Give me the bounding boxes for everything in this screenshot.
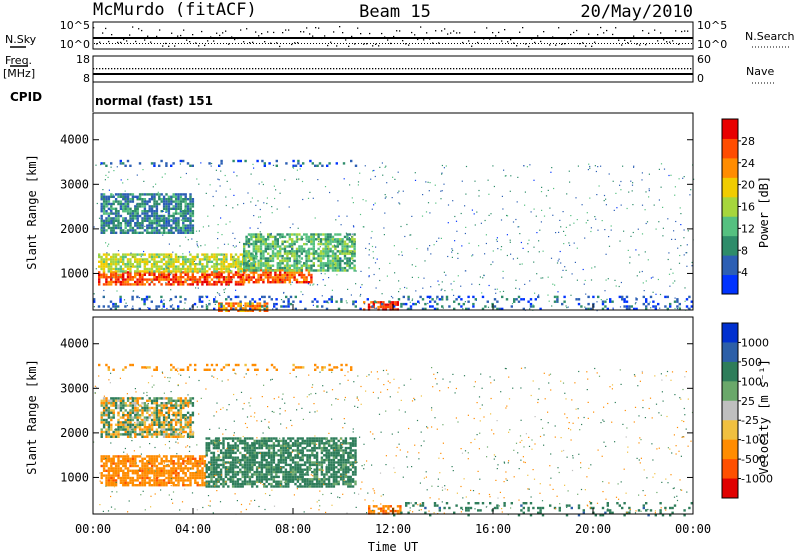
power-region — [100, 159, 358, 167]
x-tick-label: 08:00 — [275, 522, 311, 536]
velocity-y-label: Slant Range [km] — [25, 359, 39, 475]
power-colorbar-tick-label: 8 — [741, 244, 748, 257]
cpid-label: CPID — [10, 90, 42, 104]
nsky-label: N.Sky — [5, 33, 37, 46]
power-region — [218, 302, 269, 312]
power-region — [93, 295, 693, 311]
power-region — [98, 253, 257, 273]
station-title: McMurdo (fitACF) — [93, 0, 257, 20]
velocity-colorbar-tick-label: -500 — [741, 453, 766, 466]
freq-tick-bottom: 8 — [83, 72, 90, 85]
freq-tick-top: 18 — [76, 53, 90, 66]
cpid-panel: CPID normal (fast) 151 — [10, 82, 213, 112]
power-colorbar: 4 8 12 16 20 24 28 Power [dB] — [721, 118, 771, 295]
velocity-region — [205, 437, 357, 488]
power-colorbar-swatch — [722, 196, 738, 217]
power-y-tick-label: 2000 — [60, 222, 89, 236]
power-panel: 1000 2000 3000 4000 Slant Range [km] — [25, 112, 695, 312]
time-x-axis: 00:00 04:00 08:00 12:00 16:00 20:00 00:00 — [75, 304, 711, 536]
velocity-y-axis: 1000 2000 3000 4000 — [60, 337, 693, 484]
power-colorbar-tick-label: 20 — [741, 179, 755, 192]
velocity-region — [98, 363, 353, 371]
velocity-region — [100, 397, 195, 438]
power-colorbar-tick-label: 16 — [741, 201, 755, 214]
power-colorbar-swatch — [722, 255, 738, 276]
velocity-colorbar-tick-label: 100 — [741, 375, 762, 388]
power-colorbar-swatch — [722, 119, 738, 139]
velocity-y-tick-label: 3000 — [60, 381, 89, 395]
beam-title: Beam 15 — [359, 2, 431, 22]
nsky-panel: N.Sky 10^5 10^0 10^5 10^0 N.Search — [5, 19, 795, 51]
freq-label-line1: Freq. — [5, 54, 32, 67]
power-colorbar-tick-label: 28 — [741, 135, 755, 148]
freq-label-line2: [MHz] — [3, 67, 35, 80]
power-y-tick-label: 4000 — [60, 133, 89, 147]
velocity-colorbar-tick-label: 1000 — [741, 336, 769, 349]
power-y-tick-label: 1000 — [60, 266, 89, 280]
velocity-colorbar: 1000 500 100 25 -25 -100 -500 -1000 Velocity [m… — [721, 322, 773, 499]
velocity-colorbar-tick-label: -25 — [741, 414, 759, 427]
nsearch-tick-bottom: 10^0 — [697, 38, 727, 51]
velocity-colorbar-tick-label: -1000 — [741, 473, 773, 486]
nsky-tick-top: 10^5 — [60, 19, 90, 32]
power-scatter — [93, 159, 695, 312]
power-y-axis: 1000 2000 3000 4000 — [60, 133, 693, 280]
velocity-scatter — [93, 363, 694, 517]
velocity-y-tick-label: 4000 — [60, 337, 89, 351]
power-colorbar-tick-label: 12 — [741, 222, 755, 235]
nsearch-label: N.Search — [745, 30, 795, 43]
velocity-colorbar-swatch — [722, 459, 738, 480]
x-tick-label: 16:00 — [475, 522, 511, 536]
power-colorbar-tick-label: 24 — [741, 157, 755, 170]
velocity-region — [393, 502, 693, 517]
velocity-y-tick-label: 2000 — [60, 426, 89, 440]
velocity-colorbar-swatch — [722, 400, 738, 421]
velocity-colorbar-swatch — [722, 381, 738, 402]
power-y-label: Slant Range [km] — [25, 154, 39, 270]
velocity-colorbar-swatch — [722, 478, 738, 499]
power-region — [243, 233, 356, 272]
power-colorbar-tick-label: 4 — [741, 266, 748, 279]
x-tick-label: 20:00 — [575, 522, 611, 536]
velocity-colorbar-swatch — [722, 439, 738, 460]
nave-label: Nave — [746, 65, 774, 78]
velocity-colorbar-swatch — [722, 361, 738, 382]
velocity-region — [100, 455, 207, 487]
power-y-tick-label: 3000 — [60, 177, 89, 191]
x-axis-label: Time UT — [368, 540, 419, 554]
x-tick-label: 04:00 — [175, 522, 211, 536]
velocity-y-tick-label: 1000 — [60, 470, 89, 484]
nsky-trace — [93, 26, 693, 48]
velocity-colorbar-swatch — [722, 420, 738, 441]
power-colorbar-label: Power [dB] — [757, 176, 771, 248]
date-title: 20/May/2010 — [580, 2, 693, 22]
x-tick-label: 12:00 — [375, 522, 411, 536]
nave-tick-top: 60 — [697, 53, 711, 66]
power-region — [100, 193, 195, 234]
velocity-sparse-echoes — [93, 366, 694, 516]
power-colorbar-swatch — [722, 177, 738, 198]
nave-tick-bottom: 0 — [697, 72, 704, 85]
velocity-panel: 1000 2000 3000 4000 Slant Range [km] — [25, 316, 694, 517]
power-colorbar-swatch — [722, 274, 738, 295]
freq-trace — [93, 68, 693, 75]
velocity-colorbar-swatch — [722, 323, 738, 343]
nsearch-tick-top: 10^5 — [697, 19, 727, 32]
power-colorbar-swatch — [722, 235, 738, 256]
x-tick-label: 00:00 — [675, 522, 711, 536]
velocity-colorbar-tick-label: 25 — [741, 395, 755, 408]
velocity-colorbar-tick-label: -100 — [741, 434, 766, 447]
cpid-value: normal (fast) 151 — [95, 94, 213, 108]
power-colorbar-swatch — [722, 157, 738, 178]
velocity-colorbar-swatch — [722, 342, 738, 363]
freq-panel: Freq. [MHz] 18 8 60 0 Nave — [3, 53, 776, 85]
power-sparse-echoes — [93, 162, 695, 312]
velocity-colorbar-label: Velocity [m s⁻¹] — [757, 359, 771, 475]
x-tick-label: 00:00 — [75, 522, 111, 536]
nsky-tick-bottom: 10^0 — [60, 38, 90, 51]
power-colorbar-swatch — [722, 216, 738, 237]
power-colorbar-swatch — [722, 138, 738, 159]
velocity-colorbar-tick-label: 500 — [741, 356, 762, 369]
